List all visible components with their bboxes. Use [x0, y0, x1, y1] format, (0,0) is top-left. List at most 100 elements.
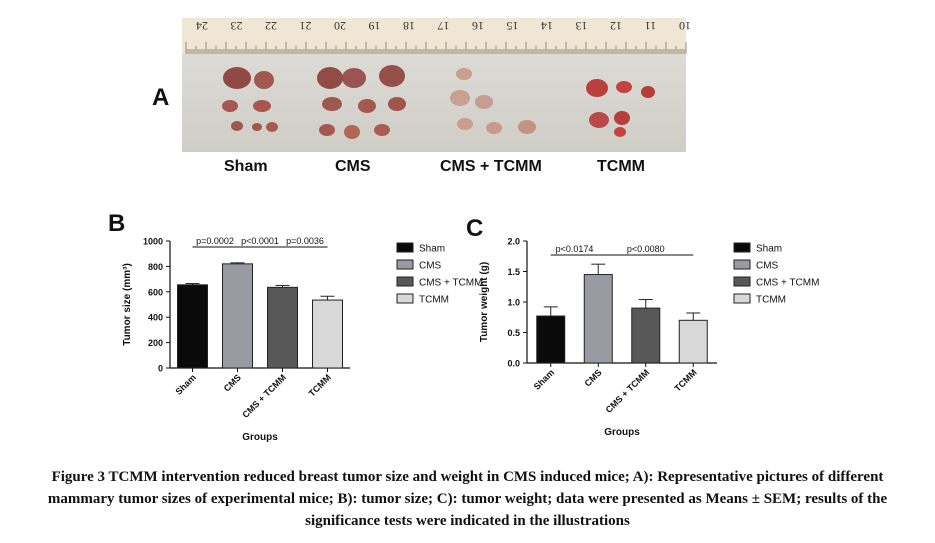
legend-label: CMS: [756, 261, 779, 272]
tumor-sample: [319, 124, 335, 136]
photo-group-label-sham: Sham: [224, 158, 268, 175]
legend-label: CMS + TCMM: [756, 278, 819, 289]
legend-swatch: [396, 259, 414, 270]
tumor-sample: [222, 100, 238, 112]
legend-swatch: [733, 242, 751, 253]
tumor-sample: [586, 79, 608, 97]
legend-swatch: [733, 259, 751, 270]
x-tick-label: Sham: [174, 372, 198, 396]
x-tick-label: CMS: [222, 372, 243, 393]
x-tick-label: Sham: [532, 367, 556, 391]
chart-tumor-weight: 0.0 0.5 1.0 1.5 2.0 Sham CMS CMS + TCMM TCMM Grou…: [479, 237, 819, 439]
y-tick-label: 600: [148, 287, 163, 297]
legend-swatch: [733, 293, 751, 304]
ruler-number: 23: [231, 19, 243, 33]
ruler-number: 11: [645, 19, 657, 33]
significance-label: p<0.0001: [241, 236, 279, 246]
ruler-number: 17: [438, 19, 450, 33]
bar: [583, 274, 613, 364]
bar: [177, 284, 208, 369]
x-axis-label: Groups: [604, 427, 640, 438]
ruler-number: 18: [403, 19, 415, 33]
y-tick-label: 1.0: [507, 298, 520, 308]
tumor-sample: [254, 71, 274, 89]
legend-swatch: [396, 276, 414, 287]
y-tick-label: 400: [148, 313, 163, 323]
tumor-sample: [322, 97, 342, 111]
panel-c-label: C: [466, 215, 484, 242]
tumor-sample: [223, 67, 251, 89]
tumor-tray: [182, 54, 686, 152]
bar: [631, 307, 661, 364]
x-tick-label: CMS + TCMM: [240, 372, 288, 420]
ruler-ticks: 24 23 22 21 20 19 18 17 16 15 14 13 12 11 10: [185, 19, 691, 54]
legend-swatch: [396, 293, 414, 304]
legend-swatch: [733, 276, 751, 287]
tumor-sample: [344, 125, 360, 139]
y-tick-label: 800: [148, 262, 163, 272]
tumor-sample: [374, 124, 390, 136]
bar: [312, 299, 343, 369]
photo-group-label-cms: CMS: [335, 158, 371, 175]
significance-label: p<0.0080: [627, 244, 665, 254]
y-tick-label: 0.0: [507, 359, 520, 369]
photo-group-label-cms-tcmm: CMS + TCMM: [440, 158, 542, 175]
x-tick-label: TCMM: [307, 372, 333, 398]
bar: [267, 286, 298, 369]
tumor-samples: [222, 65, 655, 139]
ruler-number: 22: [265, 19, 277, 33]
figure-caption: Figure 3 TCMM intervention reduced breas…: [47, 469, 888, 529]
legend-label: TCMM: [756, 295, 786, 306]
legend-label: Sham: [419, 244, 445, 255]
y-tick-label: 0.5: [507, 328, 520, 338]
tumor-sample: [252, 123, 262, 131]
ruler-number: 13: [576, 19, 588, 33]
y-tick-label: 0: [158, 364, 163, 374]
y-tick-label: 200: [148, 338, 163, 348]
tumor-sample: [475, 95, 493, 109]
ruler-number: 20: [334, 19, 346, 33]
tumor-sample: [641, 86, 655, 98]
ruler-number: 19: [369, 19, 381, 33]
tumor-sample: [589, 112, 609, 128]
ruler-number: 16: [472, 19, 484, 33]
legend-label: CMS + TCMM: [419, 278, 482, 289]
tumor-sample: [253, 100, 271, 112]
tumor-sample: [266, 122, 278, 132]
significance-label: p=0.0002: [196, 236, 234, 246]
bar: [222, 263, 253, 369]
y-tick-label: 1.5: [507, 267, 520, 277]
y-tick-label: 1000: [143, 237, 163, 247]
tumor-sample: [450, 90, 470, 106]
tumor-sample: [614, 127, 626, 137]
ruler-number: 14: [541, 19, 553, 33]
x-tick-label: CMS + TCMM: [604, 367, 652, 415]
x-axis-label: Groups: [242, 432, 278, 443]
tumor-sample: [317, 67, 343, 89]
tumor-sample: [486, 122, 502, 134]
tumor-sample: [456, 68, 472, 80]
y-axis-label: Tumor size (mm³): [122, 263, 133, 346]
ruler-number: 10: [679, 19, 691, 33]
panel-a-label: A: [152, 84, 170, 111]
ruler-number: 21: [300, 19, 312, 33]
tumor-sample: [518, 120, 536, 134]
x-tick-label: TCMM: [673, 367, 699, 393]
tumor-sample: [388, 97, 406, 111]
tumor-sample: [616, 81, 632, 93]
photo-group-label-tcmm: TCMM: [597, 158, 645, 175]
tumor-sample: [342, 68, 366, 88]
tumor-sample: [457, 118, 473, 130]
significance-label: p<0.0174: [556, 244, 594, 254]
significance-label: p=0.0036: [286, 236, 324, 246]
y-axis-label: Tumor weight (g): [479, 262, 490, 342]
y-tick-label: 2.0: [507, 237, 520, 247]
ruler: 24 23 22 21 20 19 18 17 16 15 14 13 12 11 10: [182, 18, 691, 55]
legend-swatch: [396, 242, 414, 253]
ruler-number: 12: [610, 19, 622, 33]
ruler-number: 24: [196, 19, 208, 33]
legend-label: CMS: [419, 261, 442, 272]
ruler-number: 15: [507, 19, 519, 33]
tumor-sample: [231, 121, 243, 131]
